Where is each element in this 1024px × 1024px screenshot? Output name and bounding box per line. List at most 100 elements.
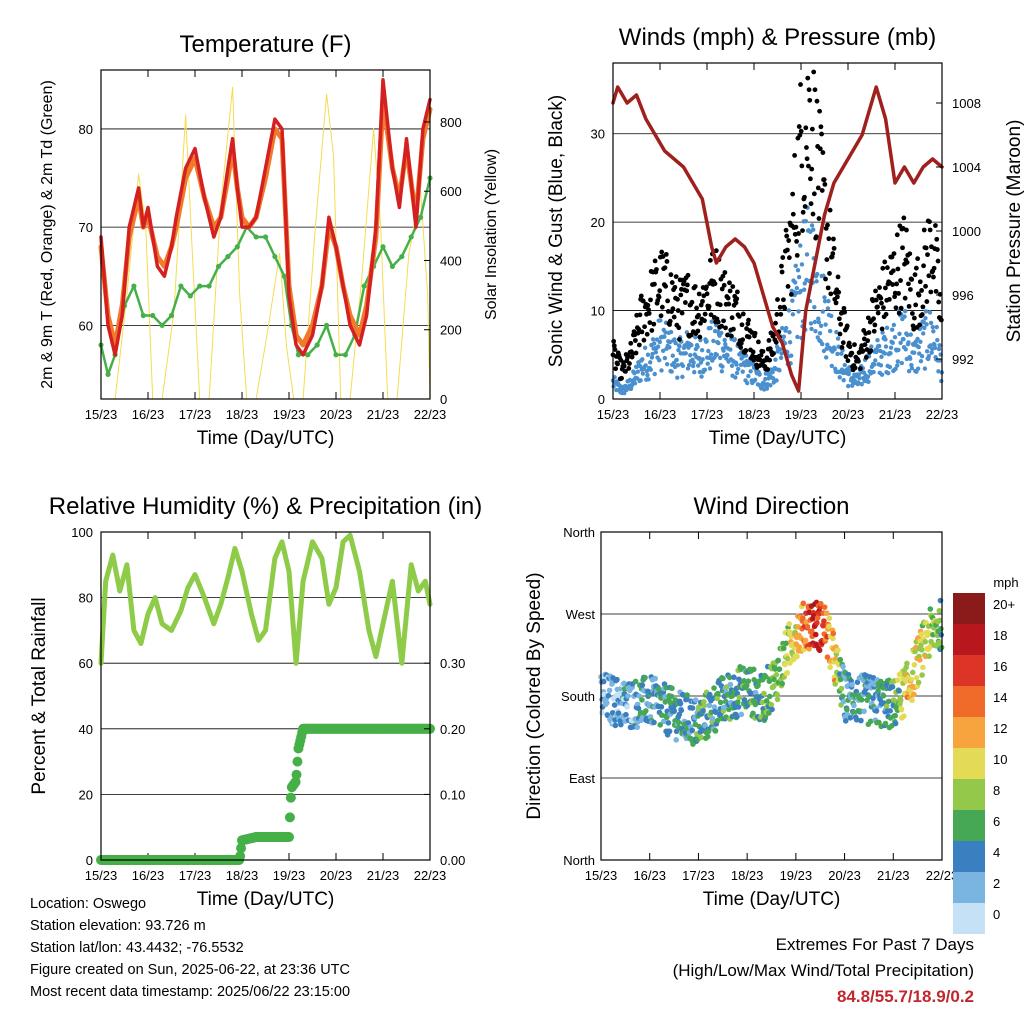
- gust-point: [898, 305, 904, 311]
- gust-point: [678, 292, 684, 298]
- wind-point: [822, 299, 828, 304]
- info-latlon: Station lat/lon: 43.4432; -76.5532: [30, 940, 244, 956]
- extremes-box: Extremes For Past 7 Days (High/Low/Max W…: [673, 932, 974, 1010]
- gust-point: [819, 188, 825, 193]
- y-right-tick-label: 996: [952, 288, 974, 303]
- gust-point: [695, 328, 701, 334]
- wind-point: [676, 347, 681, 353]
- gust-point: [662, 265, 668, 271]
- direction-point: [927, 606, 934, 612]
- direction-point: [717, 699, 724, 706]
- direction-point: [898, 706, 905, 713]
- gust-point: [743, 348, 749, 353]
- gust-point: [841, 305, 847, 311]
- direction-point: [727, 681, 734, 688]
- gust-point: [719, 286, 725, 292]
- gust-point: [799, 163, 805, 169]
- gust-point: [646, 307, 651, 313]
- gust-point: [684, 288, 690, 294]
- gust-point: [933, 288, 939, 294]
- wind-point: [675, 362, 681, 368]
- direction-point: [853, 716, 860, 723]
- wind-point: [846, 371, 851, 377]
- gust-point: [667, 318, 673, 324]
- gust-point: [676, 325, 682, 331]
- info-created: Figure created on Sun, 2025-06-22, at 23…: [30, 962, 350, 978]
- direction-point: [920, 664, 926, 671]
- gust-point: [892, 294, 898, 300]
- direction-point: [883, 703, 890, 709]
- wind-point: [794, 285, 800, 291]
- gust-point: [875, 310, 881, 316]
- direction-point: [804, 623, 811, 630]
- gust-point: [933, 223, 938, 228]
- direction-point: [768, 701, 775, 708]
- wind-point: [856, 372, 862, 377]
- gust-point: [917, 279, 923, 285]
- wind-point: [699, 347, 705, 353]
- x-tick-label: 22/23: [926, 407, 959, 422]
- wind-point: [660, 348, 666, 353]
- direction-point: [909, 669, 916, 676]
- wind-point: [875, 337, 880, 343]
- direction-point: [823, 610, 830, 617]
- gust-point: [935, 258, 941, 264]
- direction-point: [678, 707, 685, 714]
- gust-point: [612, 347, 618, 352]
- gust-point: [811, 191, 817, 197]
- y-tick-label: 0: [86, 853, 93, 868]
- direction-point: [867, 718, 874, 725]
- wind-point: [652, 371, 657, 377]
- wind-point: [922, 366, 928, 371]
- direction-point: [714, 695, 720, 702]
- direction-point: [835, 647, 841, 653]
- gust-point: [670, 306, 676, 312]
- direction-point: [821, 604, 828, 610]
- gust-point: [802, 204, 808, 209]
- gust-point: [836, 316, 842, 322]
- direction-point: [747, 690, 754, 696]
- direction-point: [772, 666, 779, 672]
- wind-point: [916, 344, 921, 350]
- wind-point: [888, 345, 894, 350]
- direction-point: [816, 647, 823, 654]
- direction-point: [769, 706, 775, 713]
- wind-point: [895, 363, 900, 368]
- gust-point: [702, 311, 708, 317]
- wind-point: [820, 341, 825, 347]
- y-tick-label: West: [566, 607, 596, 622]
- td-point: [105, 371, 111, 378]
- direction-point: [911, 691, 917, 698]
- direction-point: [598, 709, 605, 716]
- wind-point: [893, 366, 898, 372]
- y-tick-label: 60: [79, 656, 93, 671]
- gust-point: [937, 291, 943, 297]
- gust-point: [625, 353, 631, 359]
- gust-point: [938, 317, 944, 323]
- direction-point: [642, 674, 648, 681]
- wind-point: [638, 378, 643, 383]
- wind-point: [719, 330, 724, 336]
- wind-point: [922, 325, 927, 331]
- direction-point: [713, 709, 719, 716]
- wind-point: [891, 322, 897, 328]
- gust-point: [802, 194, 807, 200]
- direction-point: [809, 628, 815, 634]
- gust-point: [659, 304, 665, 310]
- legend-swatch: [953, 624, 985, 655]
- direction-point: [636, 693, 642, 699]
- direction-point: [757, 714, 764, 720]
- wind-point: [939, 378, 944, 384]
- wind-point: [697, 355, 702, 361]
- gust-point: [825, 222, 830, 228]
- wind-point: [814, 271, 820, 277]
- gust-point: [765, 367, 771, 372]
- gust-point: [925, 252, 930, 258]
- wind-point: [918, 358, 924, 364]
- y-right-tick-label: 200: [440, 323, 462, 338]
- direction-point: [821, 618, 827, 624]
- legend-title: mph: [993, 575, 1018, 590]
- gust-point: [856, 358, 861, 364]
- wind-point: [695, 344, 700, 350]
